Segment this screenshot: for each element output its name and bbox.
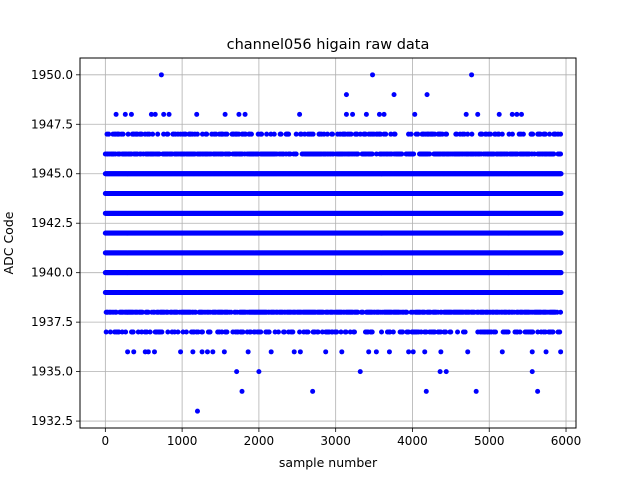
data-point <box>379 330 384 335</box>
data-point <box>559 231 564 236</box>
data-point <box>455 330 460 335</box>
data-point <box>175 330 180 335</box>
data-point <box>123 330 128 335</box>
data-point <box>463 330 468 335</box>
data-point <box>506 330 511 335</box>
data-point <box>306 330 311 335</box>
data-point <box>267 330 272 335</box>
data-point <box>559 250 564 255</box>
data-point <box>148 330 153 335</box>
data-point <box>370 330 375 335</box>
data-point <box>448 330 453 335</box>
data-point <box>352 330 357 335</box>
data-point <box>224 330 229 335</box>
data-point <box>559 290 564 295</box>
data-point <box>557 330 562 335</box>
data-point <box>258 330 263 335</box>
data-point <box>518 330 523 335</box>
data-point <box>208 330 213 335</box>
data-point <box>493 330 498 335</box>
data-point <box>550 330 555 335</box>
data-point <box>200 330 205 335</box>
data-point <box>184 330 189 335</box>
data-point <box>558 310 563 315</box>
data-point <box>131 330 136 335</box>
data-point <box>559 270 564 275</box>
data-point <box>391 330 396 335</box>
data-point <box>530 330 535 335</box>
data-point <box>159 330 164 335</box>
data-point <box>290 330 295 335</box>
data-point <box>276 330 281 335</box>
